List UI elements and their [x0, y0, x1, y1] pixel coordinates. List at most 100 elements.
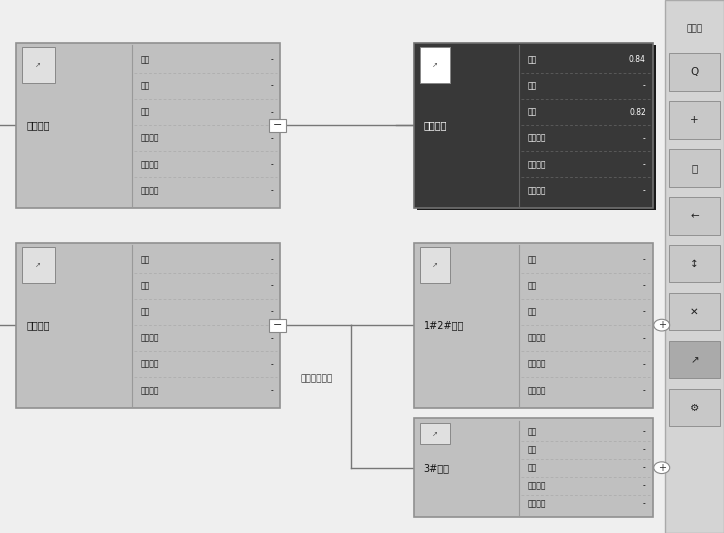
Text: -: - [643, 186, 646, 195]
Text: 当日: 当日 [528, 427, 537, 436]
Text: -: - [643, 82, 646, 91]
Circle shape [654, 462, 670, 474]
Bar [669, 101, 720, 139]
Bar [16, 243, 280, 408]
Text: -: - [643, 360, 646, 369]
Bar [269, 119, 286, 132]
Text: -: - [270, 308, 273, 317]
Text: 吨钢能耗: 吨钢能耗 [424, 120, 447, 130]
Text: 累计: 累计 [528, 445, 537, 454]
Text: ↗: ↗ [35, 62, 41, 68]
Text: Q: Q [691, 67, 699, 77]
Text: 0.82: 0.82 [629, 108, 646, 117]
Text: −: − [273, 320, 282, 330]
Bar [269, 319, 286, 332]
Bar [414, 43, 653, 208]
Circle shape [654, 319, 670, 331]
Text: 二级目标: 二级目标 [141, 360, 159, 369]
Text: 一级目标: 一级目标 [141, 134, 159, 143]
Text: 0.84: 0.84 [629, 55, 646, 64]
Text: 二级目标: 二级目标 [528, 160, 547, 169]
Text: 折叠展开按钮: 折叠展开按钮 [300, 374, 333, 383]
Text: 基准: 基准 [528, 308, 537, 317]
Text: 三级目标: 三级目标 [141, 186, 159, 195]
Bar [420, 47, 450, 83]
Text: ↗: ↗ [432, 431, 438, 437]
Text: -: - [270, 134, 273, 143]
Bar [669, 389, 720, 426]
Text: -: - [270, 55, 273, 64]
Text: -: - [270, 386, 273, 395]
Text: 基准: 基准 [141, 108, 150, 117]
Text: -: - [643, 334, 646, 343]
Text: -: - [643, 281, 646, 290]
Text: -: - [643, 499, 646, 508]
Text: ↗: ↗ [432, 262, 438, 268]
Bar [665, 0, 724, 533]
Text: -: - [270, 281, 273, 290]
Text: ↗: ↗ [432, 62, 438, 68]
Text: 累计: 累计 [141, 281, 150, 290]
Text: 工序指标: 工序指标 [27, 320, 50, 330]
Text: 当日: 当日 [141, 255, 150, 264]
Text: 基准: 基准 [528, 108, 537, 117]
Text: -: - [270, 334, 273, 343]
Bar [669, 149, 720, 187]
Text: 当日: 当日 [528, 55, 537, 64]
Text: -: - [643, 134, 646, 143]
Text: -: - [270, 160, 273, 169]
Text: +: + [690, 115, 699, 125]
Text: -: - [270, 186, 273, 195]
Text: 基准: 基准 [528, 463, 537, 472]
Text: ✕: ✕ [690, 307, 699, 317]
Text: -: - [643, 481, 646, 490]
Text: 三级目标: 三级目标 [528, 386, 547, 395]
Text: 3#烧结: 3#烧结 [424, 463, 450, 473]
Text: -: - [643, 445, 646, 454]
Text: 三级目标: 三级目标 [528, 186, 547, 195]
Text: -: - [643, 308, 646, 317]
Text: 二级目标: 二级目标 [141, 160, 159, 169]
Text: -: - [270, 255, 273, 264]
Bar [414, 418, 653, 517]
Bar [417, 45, 656, 210]
Text: -: - [643, 255, 646, 264]
Text: +: + [657, 463, 666, 473]
Bar [669, 197, 720, 235]
Text: 累计: 累计 [528, 281, 537, 290]
Text: 二级目标: 二级目标 [528, 360, 547, 369]
Bar [669, 341, 720, 378]
Text: 1#2#烧结: 1#2#烧结 [424, 320, 464, 330]
Text: ↗: ↗ [35, 262, 41, 268]
Bar [669, 245, 720, 282]
Text: 一级目标: 一级目标 [528, 334, 547, 343]
Text: ↕: ↕ [690, 259, 699, 269]
Text: -: - [270, 108, 273, 117]
Text: 累计: 累计 [528, 82, 537, 91]
Bar [16, 43, 280, 208]
Text: -: - [643, 386, 646, 395]
Text: +: + [657, 320, 666, 330]
Text: 工具栏: 工具栏 [686, 24, 702, 33]
Text: -: - [643, 160, 646, 169]
Text: 当日: 当日 [141, 55, 150, 64]
Text: 基准: 基准 [141, 308, 150, 317]
Bar [22, 247, 55, 283]
Text: 一级目标: 一级目标 [141, 334, 159, 343]
Bar [414, 243, 653, 408]
Text: −: − [273, 120, 282, 130]
Text: 累计: 累计 [141, 82, 150, 91]
Text: -: - [643, 463, 646, 472]
Text: ↗: ↗ [690, 355, 699, 365]
Text: ⚙: ⚙ [690, 403, 699, 413]
Text: 二级目标: 二级目标 [528, 499, 547, 508]
Text: -: - [643, 427, 646, 436]
Text: 一级目标: 一级目标 [528, 481, 547, 490]
Bar [669, 53, 720, 91]
Bar [22, 47, 55, 83]
Bar [420, 247, 450, 283]
Bar [669, 293, 720, 330]
Text: -: - [270, 360, 273, 369]
Text: 当日: 当日 [528, 255, 537, 264]
Bar [420, 423, 450, 445]
